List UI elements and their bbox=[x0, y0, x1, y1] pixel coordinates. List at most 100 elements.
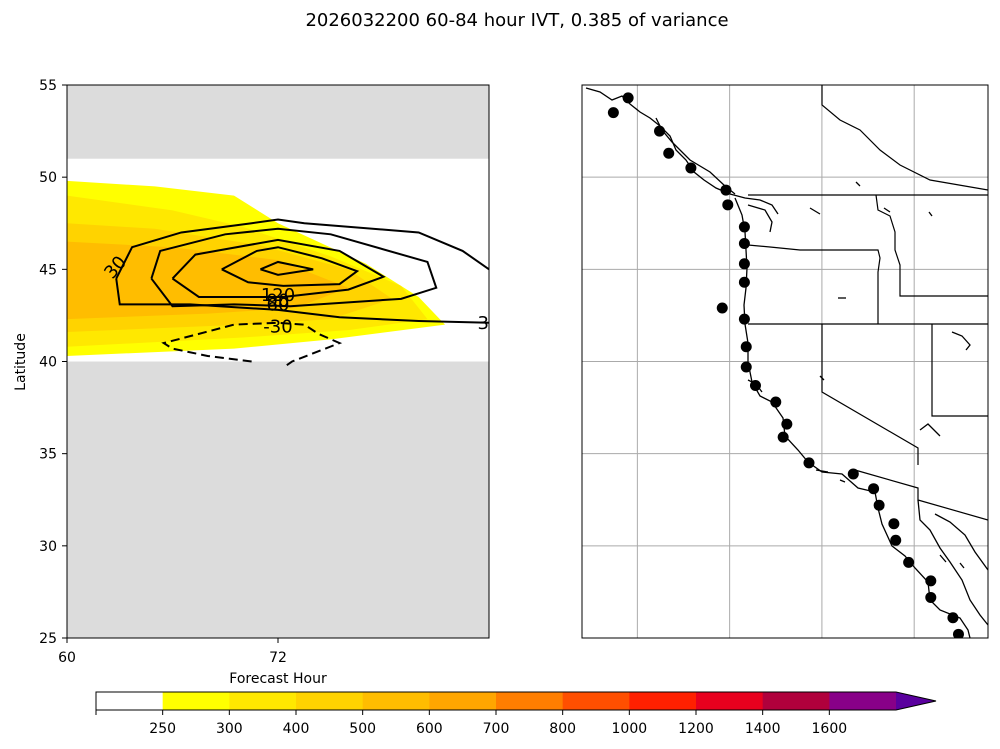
station-point-10 bbox=[738, 276, 750, 288]
contour-label-2: 60 bbox=[267, 294, 290, 315]
station-point-24 bbox=[890, 534, 902, 546]
contour-label-3: 90 bbox=[267, 291, 290, 312]
border-idaho-montana bbox=[875, 194, 988, 297]
salton-sea bbox=[919, 423, 941, 437]
lake-tahoe bbox=[819, 375, 825, 381]
map-borders bbox=[747, 85, 988, 521]
contour-line-0 bbox=[115, 218, 489, 280]
coast-bc bbox=[585, 87, 779, 215]
colorbar-tick-label-7: 1000 bbox=[612, 721, 648, 737]
contour-label-6: -30 bbox=[263, 316, 292, 337]
colorbar-tick-label-1: 300 bbox=[216, 721, 243, 737]
station-point-3 bbox=[663, 147, 675, 159]
x-tick-label-1: 72 bbox=[269, 650, 287, 666]
y-tick-label-4: 45 bbox=[39, 262, 57, 278]
station-point-5 bbox=[720, 184, 732, 196]
figure-title: 2026032200 60-84 hour IVT, 0.385 of vari… bbox=[305, 10, 728, 31]
contour-line-1 bbox=[115, 278, 489, 324]
station-point-14 bbox=[740, 361, 752, 373]
contour-line-3 bbox=[171, 238, 386, 298]
colorbar-cell-7 bbox=[562, 692, 630, 710]
station-point-0 bbox=[622, 92, 634, 104]
station-point-23 bbox=[888, 518, 900, 530]
colorbar-cell-6 bbox=[496, 692, 564, 710]
colorbar-cell-10 bbox=[762, 692, 830, 710]
x-axis-label: Forecast Hour bbox=[229, 671, 327, 687]
colorbar-cell-11 bbox=[829, 692, 897, 710]
coast-puget-sound bbox=[747, 204, 773, 233]
lake-in-canada bbox=[855, 181, 891, 213]
station-point-16 bbox=[770, 396, 782, 408]
contour-line-6 bbox=[161, 321, 343, 367]
map-plot-area bbox=[582, 85, 988, 638]
colorbar-tick-label-10: 1600 bbox=[812, 721, 848, 737]
border-mexico bbox=[854, 469, 988, 521]
station-point-4 bbox=[685, 162, 697, 174]
station-point-19 bbox=[803, 457, 815, 469]
coast-us bbox=[734, 197, 971, 638]
hovmoller-ticks: 60 72 25 30 35 40 45 50 55 bbox=[39, 78, 287, 666]
y-tick-label-3: 40 bbox=[39, 355, 57, 371]
colorbar-tick-label-2: 400 bbox=[283, 721, 310, 737]
islands-baja bbox=[939, 554, 965, 569]
x-tick-label-0: 60 bbox=[58, 650, 76, 666]
map-panel bbox=[581, 84, 989, 639]
colorbar-cells bbox=[95, 691, 937, 711]
y-tick-label-0: 25 bbox=[39, 631, 57, 647]
station-point-22 bbox=[873, 499, 885, 511]
map-stations bbox=[607, 92, 964, 638]
map-gridlines bbox=[582, 85, 988, 638]
y-tick-label-5: 50 bbox=[39, 170, 57, 186]
colorbar-tick-label-6: 800 bbox=[549, 721, 576, 737]
station-point-15 bbox=[749, 379, 761, 391]
station-point-12 bbox=[738, 313, 750, 325]
map-coastline bbox=[585, 87, 988, 638]
station-point-9 bbox=[738, 258, 750, 270]
border-or-wa-river bbox=[747, 244, 881, 324]
colorbar-tick-label-5: 700 bbox=[483, 721, 510, 737]
contour-line-2 bbox=[150, 227, 438, 308]
y-tick-label-6: 55 bbox=[39, 78, 57, 94]
y-axis-label: Latitude bbox=[13, 333, 29, 391]
colorbar-tick-label-4: 600 bbox=[416, 721, 443, 737]
colorbar-cell-2 bbox=[229, 692, 297, 710]
y-tick-label-1: 30 bbox=[39, 539, 57, 555]
contour-label-1: 30 bbox=[478, 313, 501, 334]
no-data-band-0 bbox=[67, 361, 489, 638]
channel-islands bbox=[815, 469, 846, 483]
station-point-28 bbox=[947, 612, 959, 624]
border-canada-interior bbox=[821, 85, 988, 191]
colorbar-cell-8 bbox=[629, 692, 697, 710]
colorbar-cell-1 bbox=[162, 692, 230, 710]
station-point-2 bbox=[654, 125, 666, 137]
colorbar-extend-arrow bbox=[896, 692, 936, 710]
border-nevada-utah bbox=[931, 324, 988, 417]
contour-label-4: 120 bbox=[261, 285, 295, 306]
colorbar-tick-label-3: 500 bbox=[349, 721, 376, 737]
colorbar-cell-5 bbox=[429, 692, 497, 710]
station-point-21 bbox=[868, 483, 880, 495]
colorbar-tick-label-0: 250 bbox=[149, 721, 176, 737]
station-point-20 bbox=[847, 468, 859, 480]
station-point-27 bbox=[925, 591, 937, 603]
station-point-26 bbox=[925, 575, 937, 587]
flathead-lake bbox=[928, 211, 933, 217]
colorbar-tick-label-9: 1400 bbox=[745, 721, 781, 737]
station-point-13 bbox=[740, 341, 752, 353]
border-nevada bbox=[821, 324, 919, 465]
station-point-8 bbox=[738, 238, 750, 250]
station-point-17 bbox=[781, 418, 793, 430]
y-tick-label-2: 35 bbox=[39, 447, 57, 463]
station-point-29 bbox=[952, 628, 964, 638]
colorbar-outline bbox=[95, 691, 937, 711]
station-point-7 bbox=[738, 221, 750, 233]
colorbar-cell-0 bbox=[96, 692, 164, 710]
great-salt-lake bbox=[951, 331, 971, 351]
lake-washington bbox=[809, 207, 821, 215]
colorbar-tick-label-8: 1200 bbox=[678, 721, 714, 737]
colorbar: 250 300 400 500 600 700 800 1000 1200 1400 1600 bbox=[95, 691, 937, 737]
contour-line-5 bbox=[260, 260, 314, 276]
